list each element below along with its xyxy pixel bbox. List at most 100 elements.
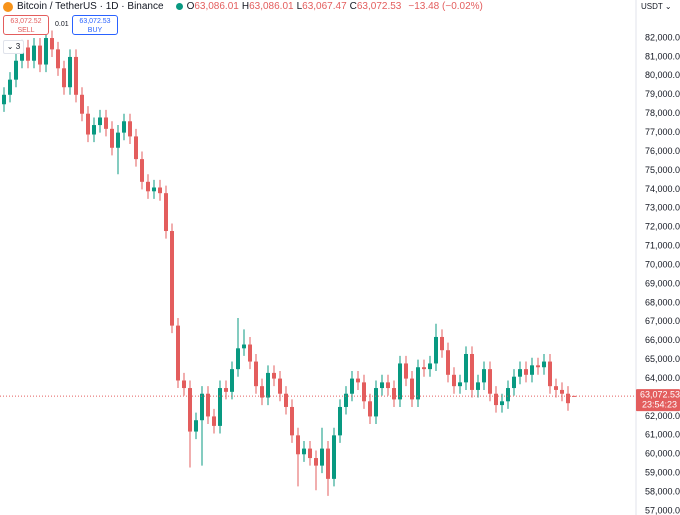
candle-body bbox=[368, 401, 372, 417]
candle-body bbox=[182, 380, 186, 389]
candle-body bbox=[554, 386, 558, 390]
candle-body bbox=[152, 187, 156, 192]
candle-body bbox=[224, 388, 228, 392]
candle-body bbox=[332, 435, 336, 479]
ohlc-value: 63,072.53 bbox=[356, 1, 402, 12]
ohlc-item: H63,086.01 bbox=[242, 1, 294, 12]
candle-body bbox=[482, 369, 486, 383]
y-tick-label: 62,000.00 bbox=[645, 411, 680, 421]
candle-body bbox=[302, 448, 306, 455]
candle-body bbox=[146, 181, 150, 192]
candle-body bbox=[128, 121, 132, 137]
collapse-indicators[interactable]: ⌄ 3 bbox=[3, 40, 24, 54]
y-tick-label: 61,000.00 bbox=[645, 430, 680, 440]
candle-body bbox=[104, 117, 108, 129]
candle-body bbox=[140, 159, 144, 182]
y-tick-label: 82,000.00 bbox=[645, 32, 680, 42]
candle-body bbox=[38, 45, 42, 65]
candle-body bbox=[392, 388, 396, 400]
candle-body bbox=[464, 353, 468, 383]
last-price-tag bbox=[636, 389, 680, 412]
candle-body bbox=[470, 353, 474, 390]
candle-body bbox=[422, 367, 426, 370]
candle-body bbox=[158, 187, 162, 194]
currency: USDT bbox=[641, 2, 663, 11]
candle-body bbox=[254, 361, 258, 387]
y-tick-label: 74,000.00 bbox=[645, 184, 680, 194]
y-tick-label: 64,000.00 bbox=[645, 373, 680, 383]
candle-body bbox=[308, 448, 312, 459]
candle-body bbox=[314, 458, 318, 466]
candle-body bbox=[92, 125, 96, 135]
spread: 0.01 bbox=[55, 21, 69, 28]
candle-body bbox=[32, 45, 36, 61]
buy-button[interactable]: 63,072.53 BUY bbox=[72, 15, 118, 35]
candle-body bbox=[362, 382, 366, 402]
y-tick-label: 75,000.00 bbox=[645, 165, 680, 175]
candle-body bbox=[200, 393, 204, 421]
candle-body bbox=[248, 344, 252, 362]
buy-price: 63,072.53 bbox=[79, 18, 111, 25]
ohlc-key: O bbox=[186, 1, 195, 12]
candle-body bbox=[80, 94, 84, 114]
candle-body bbox=[386, 382, 390, 389]
candle-body bbox=[542, 361, 546, 368]
candle-body bbox=[62, 68, 66, 88]
candle-body bbox=[458, 382, 462, 387]
candle-body bbox=[344, 393, 348, 407]
candle-body bbox=[338, 406, 342, 436]
y-tick-label: 67,000.00 bbox=[645, 316, 680, 326]
candle-body bbox=[134, 136, 138, 160]
y-tick-label: 69,000.00 bbox=[645, 278, 680, 288]
candle-body bbox=[260, 386, 264, 398]
y-tick-label: 81,000.00 bbox=[645, 51, 680, 61]
y-tick-label: 58,000.00 bbox=[645, 486, 680, 496]
indicator-count: 3 bbox=[15, 42, 21, 51]
y-tick-label: 57,000.00 bbox=[645, 505, 680, 515]
symbol-title: Bitcoin / TetherUS · 1D · Binance bbox=[17, 1, 164, 12]
candle-body bbox=[26, 47, 30, 61]
candle-body bbox=[272, 372, 276, 379]
candle-body bbox=[68, 56, 72, 88]
candle-body bbox=[170, 231, 174, 326]
y-tick-label: 73,000.00 bbox=[645, 203, 680, 213]
candle-body bbox=[536, 365, 540, 368]
y-tick-label: 68,000.00 bbox=[645, 297, 680, 307]
candle-body bbox=[476, 382, 480, 390]
y-tick-label: 59,000.00 bbox=[645, 468, 680, 478]
y-tick-label: 72,000.00 bbox=[645, 222, 680, 232]
candle-body bbox=[374, 388, 378, 417]
candle-body bbox=[164, 193, 168, 232]
candle-body bbox=[44, 38, 48, 65]
candle-body bbox=[512, 376, 516, 389]
candle-body bbox=[56, 49, 60, 69]
candle-body bbox=[116, 132, 120, 148]
candle-body bbox=[506, 388, 510, 402]
y-tick-label: 66,000.00 bbox=[645, 335, 680, 345]
currency-select[interactable]: USDT ⌄ bbox=[641, 2, 672, 11]
countdown: 23:54:23 bbox=[642, 400, 677, 410]
candle-body bbox=[74, 56, 78, 95]
y-tick-label: 78,000.00 bbox=[645, 108, 680, 118]
candle-body bbox=[452, 374, 456, 387]
sell-button[interactable]: 63,072.52 SELL bbox=[3, 15, 49, 35]
ohlc-value: 63,067.47 bbox=[302, 1, 347, 12]
candle-body bbox=[176, 325, 180, 381]
candle-body bbox=[518, 369, 522, 377]
candle-body bbox=[266, 372, 270, 398]
candle-body bbox=[242, 344, 246, 349]
ohlc-key: L bbox=[296, 1, 303, 12]
candle-body bbox=[212, 416, 216, 426]
y-tick-label: 70,000.00 bbox=[645, 259, 680, 269]
candle-body bbox=[440, 336, 444, 351]
candle-body bbox=[8, 79, 12, 95]
candle-body bbox=[488, 369, 492, 394]
candle-body bbox=[410, 378, 414, 400]
candle-body bbox=[566, 393, 570, 404]
candle-body bbox=[110, 128, 114, 148]
y-tick-label: 60,000.00 bbox=[645, 449, 680, 459]
candle-body bbox=[524, 369, 528, 375]
coin-icon bbox=[3, 1, 13, 12]
